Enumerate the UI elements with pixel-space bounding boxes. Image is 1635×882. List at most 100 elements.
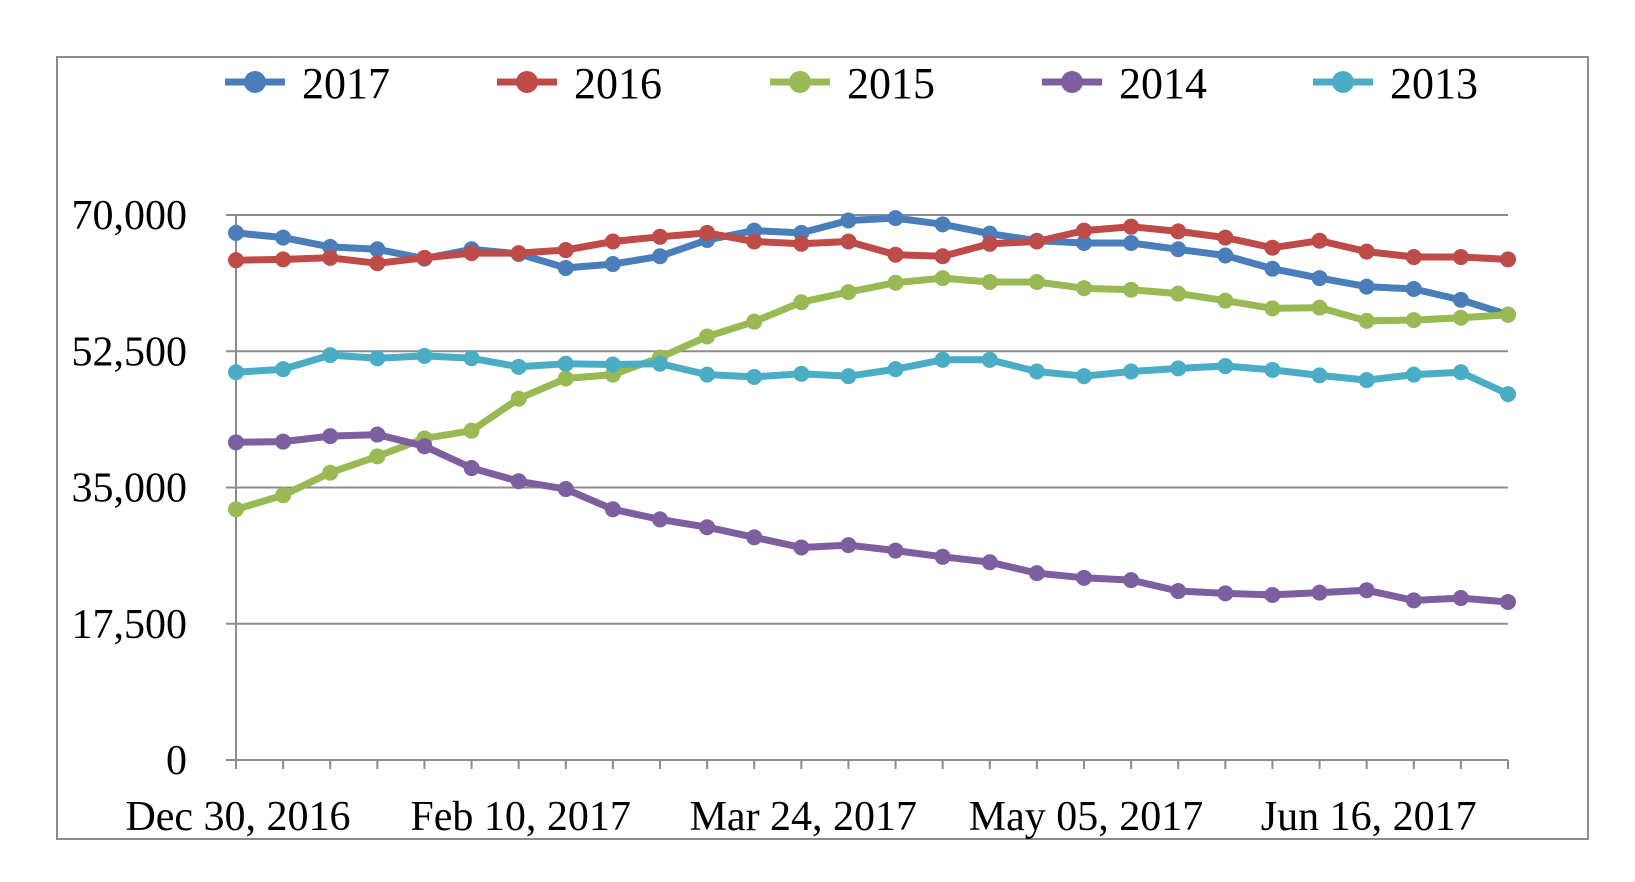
- data-point: [1452, 249, 1469, 266]
- data-point: [1170, 285, 1187, 302]
- y-tick-label: 52,500: [72, 329, 188, 375]
- data-point: [1217, 358, 1234, 375]
- data-point: [322, 347, 339, 364]
- y-tick-label: 0: [166, 738, 187, 784]
- data-point: [746, 313, 763, 330]
- data-point: [746, 368, 763, 385]
- data-point: [887, 274, 904, 291]
- chart-frame: [56, 56, 1589, 840]
- data-point: [1217, 229, 1234, 246]
- series-line-2013: [232, 351, 1512, 398]
- data-point: [322, 249, 339, 266]
- data-point: [1123, 235, 1140, 252]
- data-point: [1076, 280, 1092, 297]
- data-point: [840, 284, 857, 301]
- data-point: [322, 428, 339, 445]
- data-point: [228, 501, 244, 518]
- data-point: [840, 368, 857, 385]
- data-point: [1028, 233, 1045, 250]
- data-point: [934, 548, 951, 565]
- data-point: [652, 248, 668, 265]
- data-point: [981, 273, 998, 290]
- data-point: [275, 229, 292, 246]
- data-point: [1500, 306, 1516, 323]
- legend-swatch-marker: [516, 71, 538, 93]
- data-point: [1311, 232, 1328, 249]
- data-point: [1358, 278, 1375, 295]
- data-point: [275, 487, 292, 504]
- data-point: [369, 426, 386, 443]
- data-point: [746, 529, 763, 546]
- data-point: [228, 224, 244, 241]
- x-tick-label: Feb 10, 2017: [410, 794, 631, 840]
- legend-label: 2014: [1119, 59, 1207, 108]
- data-point: [1217, 292, 1234, 309]
- data-point: [275, 361, 292, 378]
- data-point: [887, 246, 904, 263]
- legend-swatch-marker: [1332, 71, 1354, 93]
- legend-entry-2015: 2015: [770, 59, 935, 108]
- series-line-2015: [232, 274, 1512, 513]
- y-tick-label: 70,000: [72, 193, 188, 239]
- legend-label: 2017: [302, 59, 390, 108]
- data-point: [887, 361, 904, 378]
- data-point: [416, 438, 433, 455]
- data-point: [1170, 360, 1187, 377]
- data-point: [416, 249, 433, 266]
- x-tick-label: Mar 24, 2017: [690, 794, 917, 840]
- gridlines: [236, 214, 1508, 625]
- x-tick-label: May 05, 2017: [969, 794, 1204, 840]
- data-point: [510, 358, 527, 375]
- data-point: [1076, 368, 1092, 385]
- data-point: [1170, 241, 1187, 258]
- data-point: [746, 233, 763, 250]
- legend-label: 2013: [1390, 59, 1478, 108]
- legend-entry-2017: 2017: [225, 59, 390, 108]
- data-point: [793, 235, 810, 252]
- data-point: [557, 242, 574, 259]
- legend-swatch-marker: [244, 71, 266, 93]
- data-point: [652, 511, 668, 528]
- data-point: [1358, 582, 1375, 599]
- data-point: [1405, 249, 1422, 266]
- data-point: [463, 350, 480, 367]
- data-point: [369, 255, 386, 272]
- data-point: [1123, 572, 1140, 589]
- data-point: [1170, 223, 1187, 240]
- data-point: [887, 210, 904, 227]
- data-point: [275, 251, 292, 268]
- data-point: [604, 356, 621, 373]
- data-point: [557, 259, 574, 276]
- data-point: [1170, 583, 1187, 600]
- series-line-2014: [232, 431, 1512, 606]
- data-point: [604, 233, 621, 250]
- data-point: [699, 519, 716, 536]
- data-point: [1217, 585, 1234, 602]
- data-point: [887, 542, 904, 559]
- data-point: [1358, 243, 1375, 260]
- data-point: [228, 434, 244, 451]
- data-point: [604, 256, 621, 273]
- data-point: [1358, 372, 1375, 389]
- series-2015: [228, 270, 1516, 518]
- legend-swatch-marker: [789, 71, 811, 93]
- data-point: [1311, 367, 1328, 384]
- data-point: [1311, 299, 1328, 316]
- series-2014: [228, 426, 1516, 610]
- x-tick-label: Jun 16, 2017: [1261, 794, 1477, 840]
- legend-label: 2015: [847, 59, 935, 108]
- data-point: [1311, 584, 1328, 601]
- data-point: [1076, 235, 1092, 252]
- data-point: [557, 370, 574, 387]
- data-point: [510, 390, 527, 407]
- data-point: [369, 350, 386, 367]
- data-point: [981, 351, 998, 368]
- data-point: [1405, 592, 1422, 609]
- series-line-2016: [232, 223, 1512, 267]
- data-point: [1452, 590, 1469, 607]
- data-point: [840, 233, 857, 250]
- data-point: [1076, 222, 1092, 239]
- axes: 0 17,500 35,000 52,500 70,000 Dec 30, 2016 Feb…: [72, 193, 1509, 840]
